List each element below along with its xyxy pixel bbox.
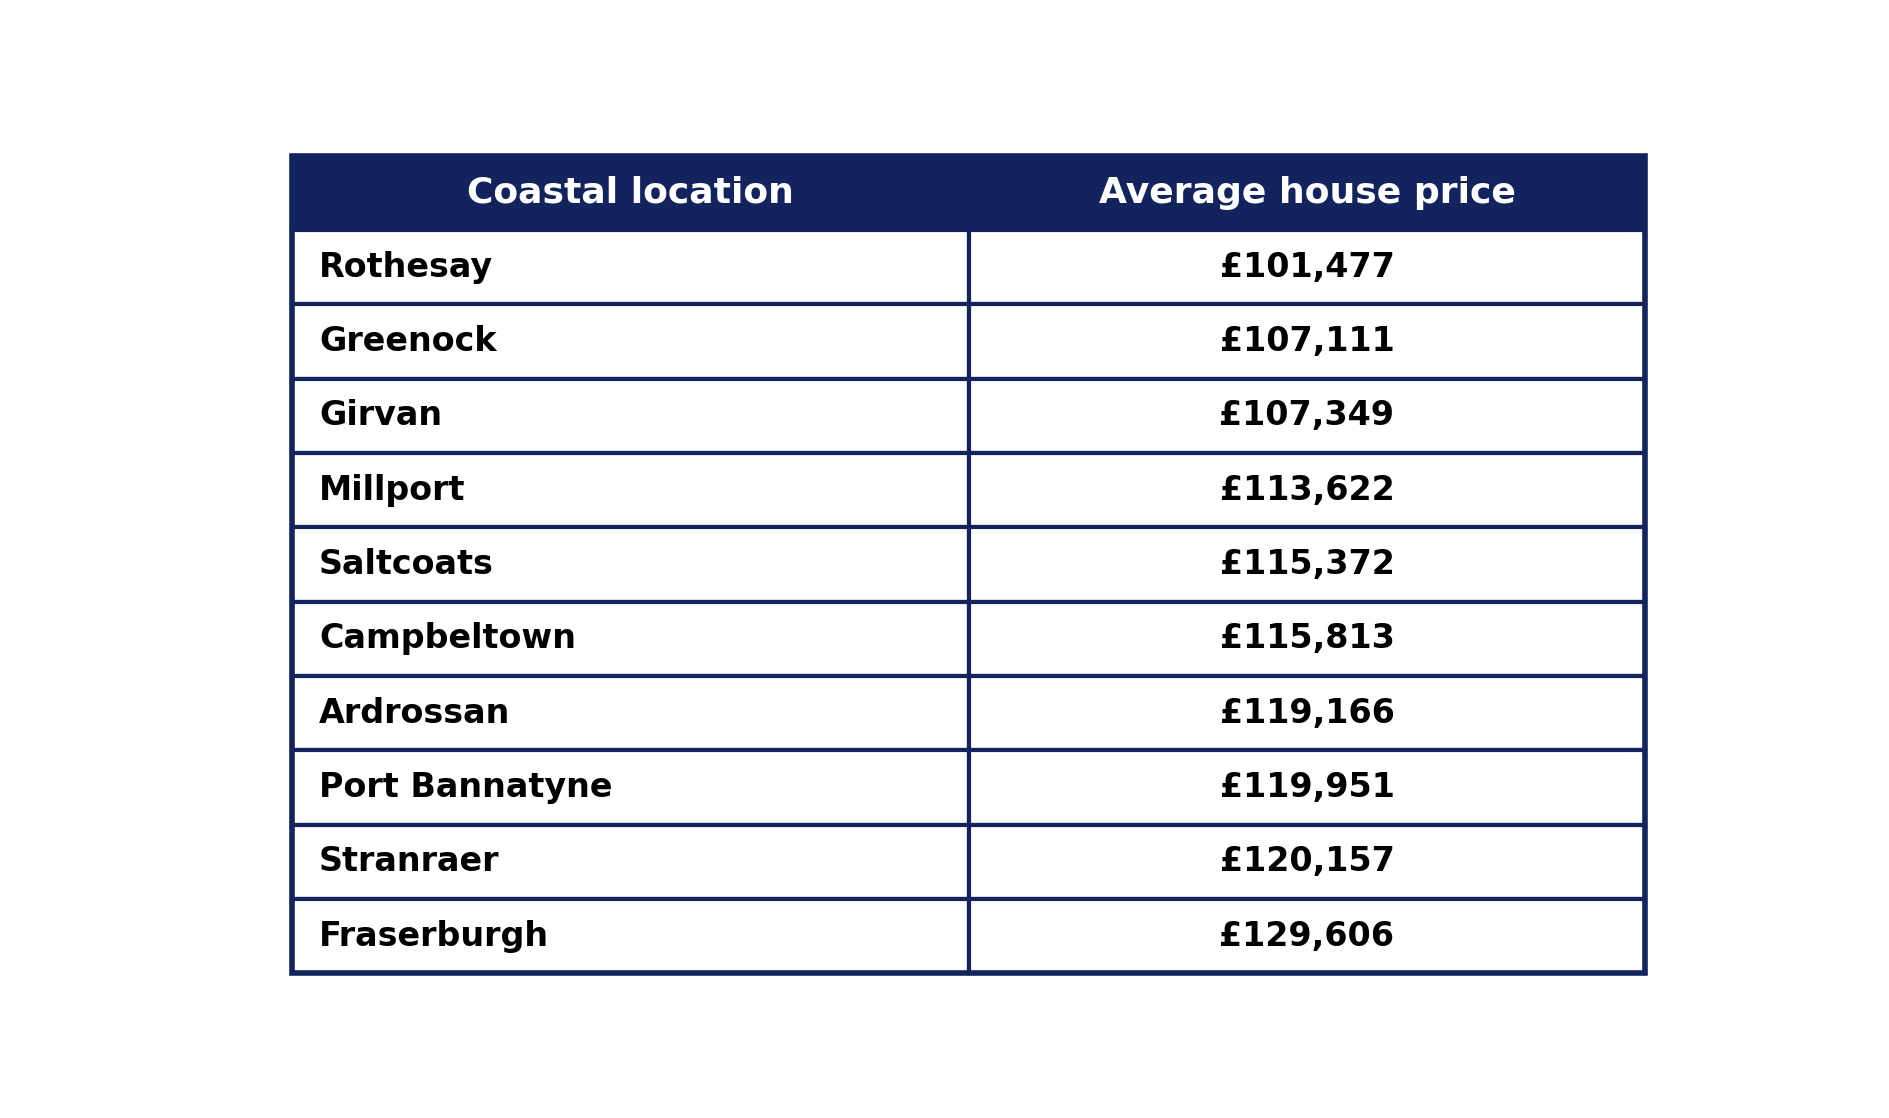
Text: £115,372: £115,372	[1218, 548, 1394, 581]
Bar	[967, 601, 1645, 676]
Text: Stranraer: Stranraer	[319, 845, 499, 879]
Bar	[291, 899, 967, 974]
Bar	[967, 304, 1645, 379]
Text: £107,349: £107,349	[1218, 399, 1394, 433]
Bar	[967, 379, 1645, 453]
Text: Coastal location: Coastal location	[467, 176, 793, 210]
Bar	[291, 304, 967, 379]
Bar	[967, 825, 1645, 899]
Text: Average house price: Average house price	[1098, 176, 1515, 210]
Bar	[291, 230, 967, 304]
Bar	[967, 750, 1645, 825]
Bar	[967, 676, 1645, 750]
Text: Rothesay: Rothesay	[319, 250, 493, 284]
Bar	[291, 379, 967, 453]
Text: Girvan: Girvan	[319, 399, 442, 433]
Text: Saltcoats: Saltcoats	[319, 548, 493, 581]
Text: Campbeltown: Campbeltown	[319, 623, 576, 655]
Text: £115,813: £115,813	[1218, 623, 1394, 655]
Text: Fraserburgh: Fraserburgh	[319, 920, 550, 953]
Bar	[967, 230, 1645, 304]
Bar	[967, 155, 1645, 230]
Bar	[291, 676, 967, 750]
Text: £113,622: £113,622	[1218, 474, 1394, 506]
Bar	[291, 453, 967, 528]
Bar	[291, 601, 967, 676]
Text: £119,951: £119,951	[1218, 771, 1394, 804]
Text: Greenock: Greenock	[319, 325, 497, 358]
Bar	[291, 155, 967, 230]
Text: £129,606: £129,606	[1218, 920, 1394, 953]
Text: Millport: Millport	[319, 474, 465, 506]
Bar	[291, 750, 967, 825]
Bar	[967, 453, 1645, 528]
Text: £101,477: £101,477	[1218, 250, 1394, 284]
Text: Port Bannatyne: Port Bannatyne	[319, 771, 612, 804]
Bar	[967, 899, 1645, 974]
Text: Ardrossan: Ardrossan	[319, 697, 510, 730]
Text: £120,157: £120,157	[1218, 845, 1394, 879]
Bar	[291, 528, 967, 601]
Bar	[291, 825, 967, 899]
Text: £119,166: £119,166	[1218, 697, 1394, 730]
Bar	[967, 528, 1645, 601]
Text: £107,111: £107,111	[1218, 325, 1394, 358]
